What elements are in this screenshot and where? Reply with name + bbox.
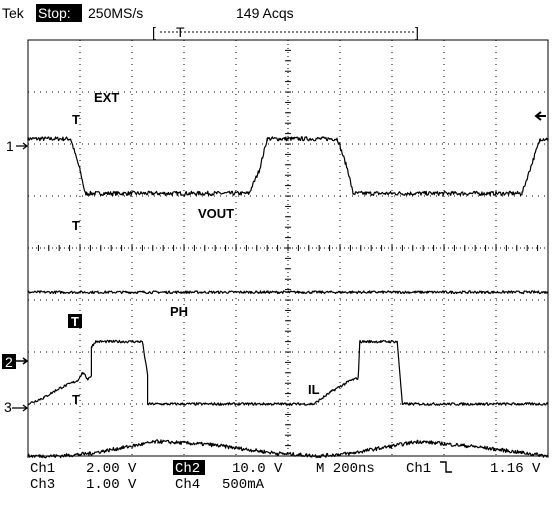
ch1-label: Ch1 xyxy=(30,461,55,477)
falling-edge-icon xyxy=(440,461,452,473)
svg-text:1: 1 xyxy=(6,138,14,154)
record-position-bar: [ ] T xyxy=(152,24,419,40)
trace-ph xyxy=(27,339,549,406)
ch1-ground-marker: 1 xyxy=(6,138,28,154)
graticule-grid xyxy=(27,39,549,457)
svg-text:]: ] xyxy=(415,24,419,40)
ch1-scale: 2.00 V xyxy=(86,461,137,477)
ch2-scale: 10.0 V xyxy=(232,461,283,477)
waveform-traces xyxy=(27,136,549,459)
timebase: M 200ns xyxy=(316,461,375,477)
trigger-source: Ch1 xyxy=(406,461,431,477)
trace-trigger-marker-vout: T xyxy=(72,218,80,233)
series-label-ext: EXT xyxy=(94,90,119,105)
trace-il xyxy=(27,439,549,459)
ch3-label: Ch3 xyxy=(30,477,55,493)
sample-rate: 250MS/s xyxy=(88,5,143,21)
run-state-badge xyxy=(36,4,82,22)
trace-ext xyxy=(27,136,549,197)
ch3-ground-marker: 3 xyxy=(4,399,28,415)
acquisition-count: 149 Acqs xyxy=(236,5,294,21)
trace-trigger-marker-ph: T xyxy=(71,314,79,329)
series-label-vout: VOUT xyxy=(198,206,234,221)
ch3-scale: 1.00 V xyxy=(86,477,137,493)
trigger-level-arrow-icon xyxy=(534,111,546,121)
trace-trigger-marker-il: T xyxy=(72,392,80,407)
svg-text:3: 3 xyxy=(4,399,12,415)
trace-trigger-marker-ph-bg xyxy=(68,314,82,328)
series-label-ph: PH xyxy=(170,304,188,319)
ch2-ground-marker: 2 xyxy=(2,354,29,370)
run-state-label: Stop: xyxy=(38,5,71,21)
record-trigger-marker: T xyxy=(176,24,185,40)
trigger-level: 1.16 V xyxy=(490,461,541,477)
trace-vout xyxy=(27,290,549,295)
ch2-badge xyxy=(173,460,205,475)
ch4-scale: 500mA xyxy=(222,477,265,493)
trace-trigger-marker-ext: T xyxy=(72,112,80,127)
svg-text:[: [ xyxy=(152,24,156,40)
series-label-il: IL xyxy=(308,382,320,397)
ch2-label: Ch2 xyxy=(175,461,200,477)
brand-label: Tek xyxy=(2,5,25,21)
ch4-label: Ch4 xyxy=(175,477,200,493)
svg-text:2: 2 xyxy=(5,354,13,370)
